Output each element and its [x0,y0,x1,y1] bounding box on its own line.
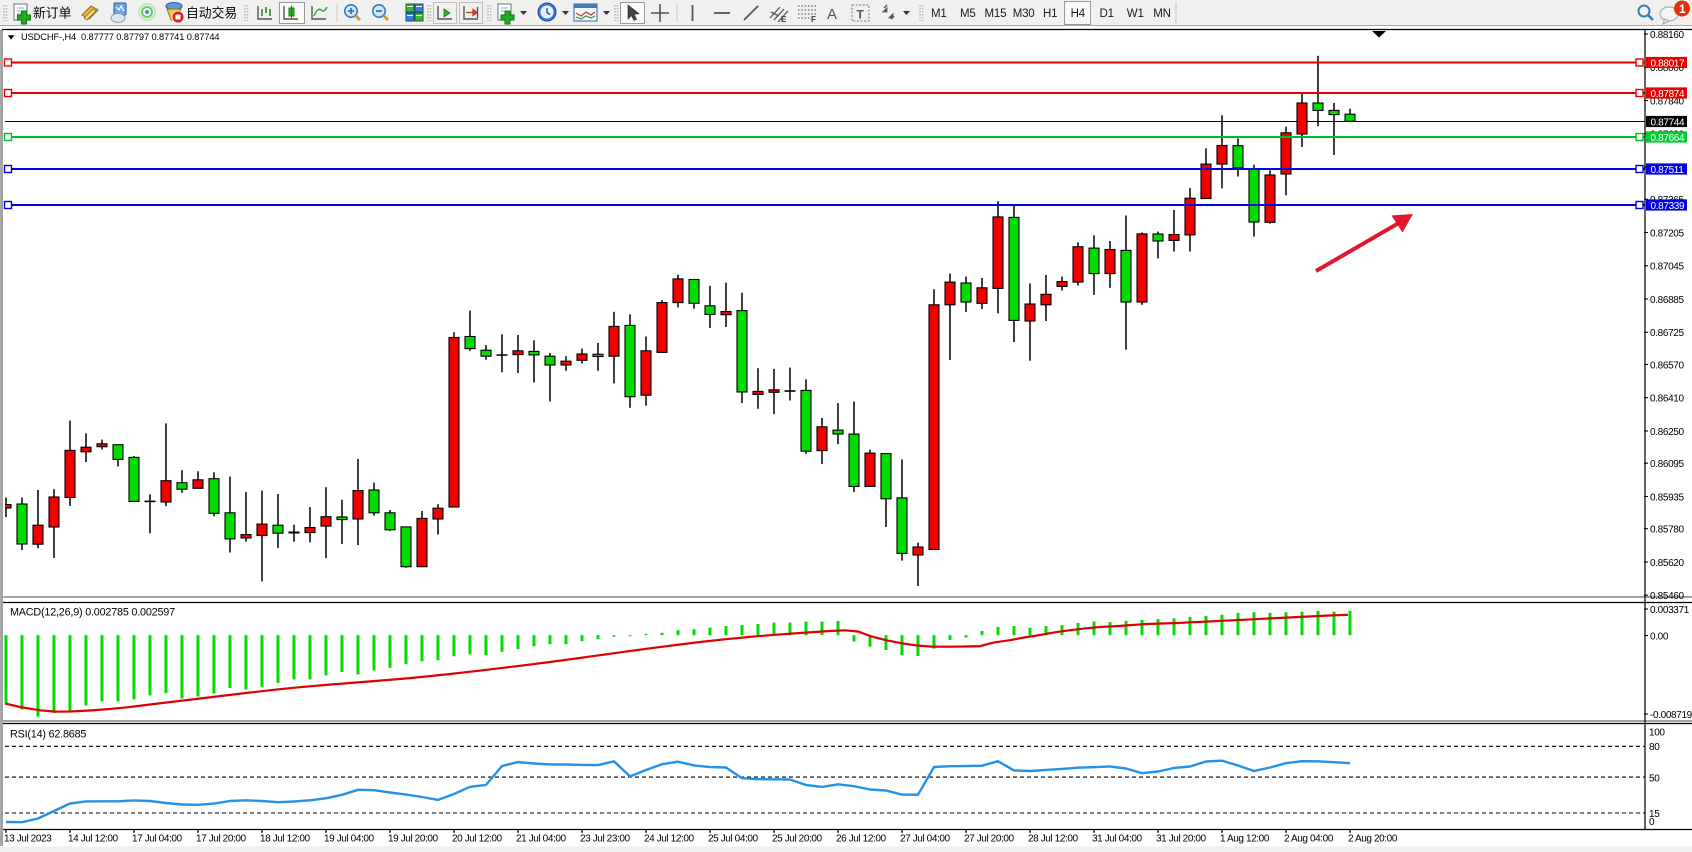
svg-text:0.87045: 0.87045 [1650,262,1684,273]
svg-text:0.00: 0.00 [1650,631,1669,642]
svg-text:50: 50 [1649,773,1660,784]
svg-text:D1: D1 [1100,8,1114,20]
svg-text:27 Jul 20:00: 27 Jul 20:00 [964,834,1015,845]
svg-text:19 Jul 04:00: 19 Jul 04:00 [324,834,375,845]
svg-text:0.86570: 0.86570 [1650,360,1684,371]
svg-text:21 Jul 04:00: 21 Jul 04:00 [516,834,567,845]
svg-text:2 Aug 04:00: 2 Aug 04:00 [1284,834,1334,845]
svg-text:M15: M15 [985,8,1007,20]
svg-text:0.85460: 0.85460 [1650,591,1684,602]
svg-text:15: 15 [1649,809,1660,820]
svg-text:0.87664: 0.87664 [1651,133,1685,144]
svg-text:0.88000: 0.88000 [1650,63,1684,74]
svg-text:31 Jul 20:00: 31 Jul 20:00 [1156,834,1207,845]
svg-text:0: 0 [1649,817,1655,828]
svg-text:0.86885: 0.86885 [1650,295,1684,306]
svg-text:0.86095: 0.86095 [1650,459,1684,470]
svg-text:20 Jul 12:00: 20 Jul 12:00 [452,834,503,845]
svg-text:28 Jul 12:00: 28 Jul 12:00 [1028,834,1079,845]
svg-text:17 Jul 20:00: 17 Jul 20:00 [196,834,247,845]
svg-text:31 Jul 04:00: 31 Jul 04:00 [1092,834,1143,845]
svg-text:27 Jul 04:00: 27 Jul 04:00 [900,834,951,845]
svg-text:0.88160: 0.88160 [1650,30,1684,41]
svg-text:80: 80 [1649,742,1660,753]
svg-text:100: 100 [1649,727,1665,738]
svg-text:RSI(14) 62.8685: RSI(14) 62.8685 [10,729,86,741]
svg-text:1 Aug 12:00: 1 Aug 12:00 [1220,834,1270,845]
svg-text:0.86410: 0.86410 [1650,394,1684,405]
svg-text:F: F [811,15,816,24]
svg-text:0.87339: 0.87339 [1651,201,1685,212]
svg-text:MN: MN [1153,8,1171,20]
svg-text:0.85780: 0.85780 [1650,525,1684,536]
svg-text:T: T [857,8,865,22]
svg-text:0.86250: 0.86250 [1650,427,1684,438]
svg-text:M30: M30 [1013,8,1035,20]
svg-text:E: E [781,15,787,24]
svg-text:M1: M1 [931,8,947,20]
svg-text:23 Jul 23:00: 23 Jul 23:00 [580,834,631,845]
svg-text:14 Jul 12:00: 14 Jul 12:00 [68,834,119,845]
svg-text:0.87744: 0.87744 [1651,117,1685,128]
svg-text:-0.008719: -0.008719 [1650,710,1692,721]
svg-text:25 Jul 20:00: 25 Jul 20:00 [772,834,823,845]
svg-text:0.003371: 0.003371 [1650,605,1690,616]
svg-text:M5: M5 [960,8,976,20]
svg-text:0.88017: 0.88017 [1651,58,1685,69]
svg-text:1: 1 [1679,2,1686,16]
svg-text:19 Jul 20:00: 19 Jul 20:00 [388,834,439,845]
svg-text:0.85620: 0.85620 [1650,558,1684,569]
svg-text:MACD(12,26,9) 0.002785 0.00259: MACD(12,26,9) 0.002785 0.002597 [10,607,175,619]
svg-text:25 Jul 04:00: 25 Jul 04:00 [708,834,759,845]
svg-text:自动交易: 自动交易 [186,6,237,21]
svg-text:H1: H1 [1043,8,1057,20]
svg-text:0.86725: 0.86725 [1650,328,1684,339]
svg-text:26 Jul 12:00: 26 Jul 12:00 [836,834,887,845]
svg-text:0.87840: 0.87840 [1650,96,1684,107]
svg-text:0.87874: 0.87874 [1651,89,1685,100]
svg-text:13 Jul 2023: 13 Jul 2023 [4,834,52,845]
svg-text:USDCHF-,H4 0.87777 0.87797 0.: USDCHF-,H4 0.87777 0.87797 0.87741 0.877… [21,32,219,42]
svg-text:0.85935: 0.85935 [1650,492,1684,503]
svg-text:W1: W1 [1127,8,1144,20]
svg-text:H4: H4 [1071,8,1086,20]
svg-text:24 Jul 12:00: 24 Jul 12:00 [644,834,695,845]
svg-text:新订单: 新订单 [33,6,72,21]
svg-text:A: A [827,6,837,23]
svg-text:0.87511: 0.87511 [1651,165,1685,176]
svg-text:18 Jul 12:00: 18 Jul 12:00 [260,834,311,845]
svg-text:0.87205: 0.87205 [1650,228,1684,239]
svg-text:2 Aug 20:00: 2 Aug 20:00 [1348,834,1398,845]
svg-text:17 Jul 04:00: 17 Jul 04:00 [132,834,183,845]
